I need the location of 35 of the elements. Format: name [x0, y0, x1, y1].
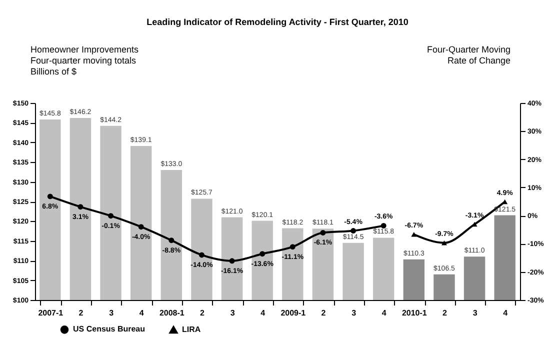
point — [168, 238, 174, 244]
point — [108, 213, 114, 219]
point — [260, 251, 266, 257]
point — [380, 222, 386, 228]
y-axis-title: Homeowner Improvements Four-quarter moving totals Billions of $ — [30, 44, 140, 76]
y2-axis-title: Four-Quarter Moving Rate of Change — [426, 44, 510, 66]
point — [411, 232, 417, 237]
x-tick-label: 2010-1 — [402, 308, 428, 318]
x-tick-label: 2 — [321, 308, 326, 318]
x-tick-label: 3 — [230, 308, 236, 318]
legend-label: LIRA — [182, 324, 201, 334]
x-tick-label: 2 — [442, 308, 448, 318]
x-tick-label: 2 — [78, 308, 84, 318]
x-tick-label: 4 — [503, 308, 508, 318]
point — [138, 224, 144, 230]
x-tick-label: 3 — [352, 308, 357, 318]
point — [78, 204, 84, 210]
x-tick-label: 2007-1 — [38, 308, 64, 318]
x-tick-label: 3 — [109, 308, 114, 318]
point — [350, 228, 356, 234]
chart-title: Leading Indicator of Remodeling Activity - First Quarter, 2010 — [146, 17, 408, 27]
point — [229, 258, 235, 264]
x-tick-label: 2008-1 — [159, 308, 185, 318]
x-tick-label: 4 — [139, 308, 144, 318]
legend-label: US Census Bureau — [73, 324, 146, 334]
point — [320, 230, 326, 236]
point — [441, 240, 447, 246]
x-tick-label: 4 — [382, 308, 387, 318]
x-tick-label: 2009-1 — [280, 308, 306, 318]
x-tick-label: 4 — [260, 308, 266, 318]
point — [290, 244, 296, 250]
point — [47, 194, 53, 200]
x-tick-label: 3 — [472, 308, 478, 318]
x-tick-label: 2 — [200, 308, 205, 318]
point — [198, 252, 204, 258]
